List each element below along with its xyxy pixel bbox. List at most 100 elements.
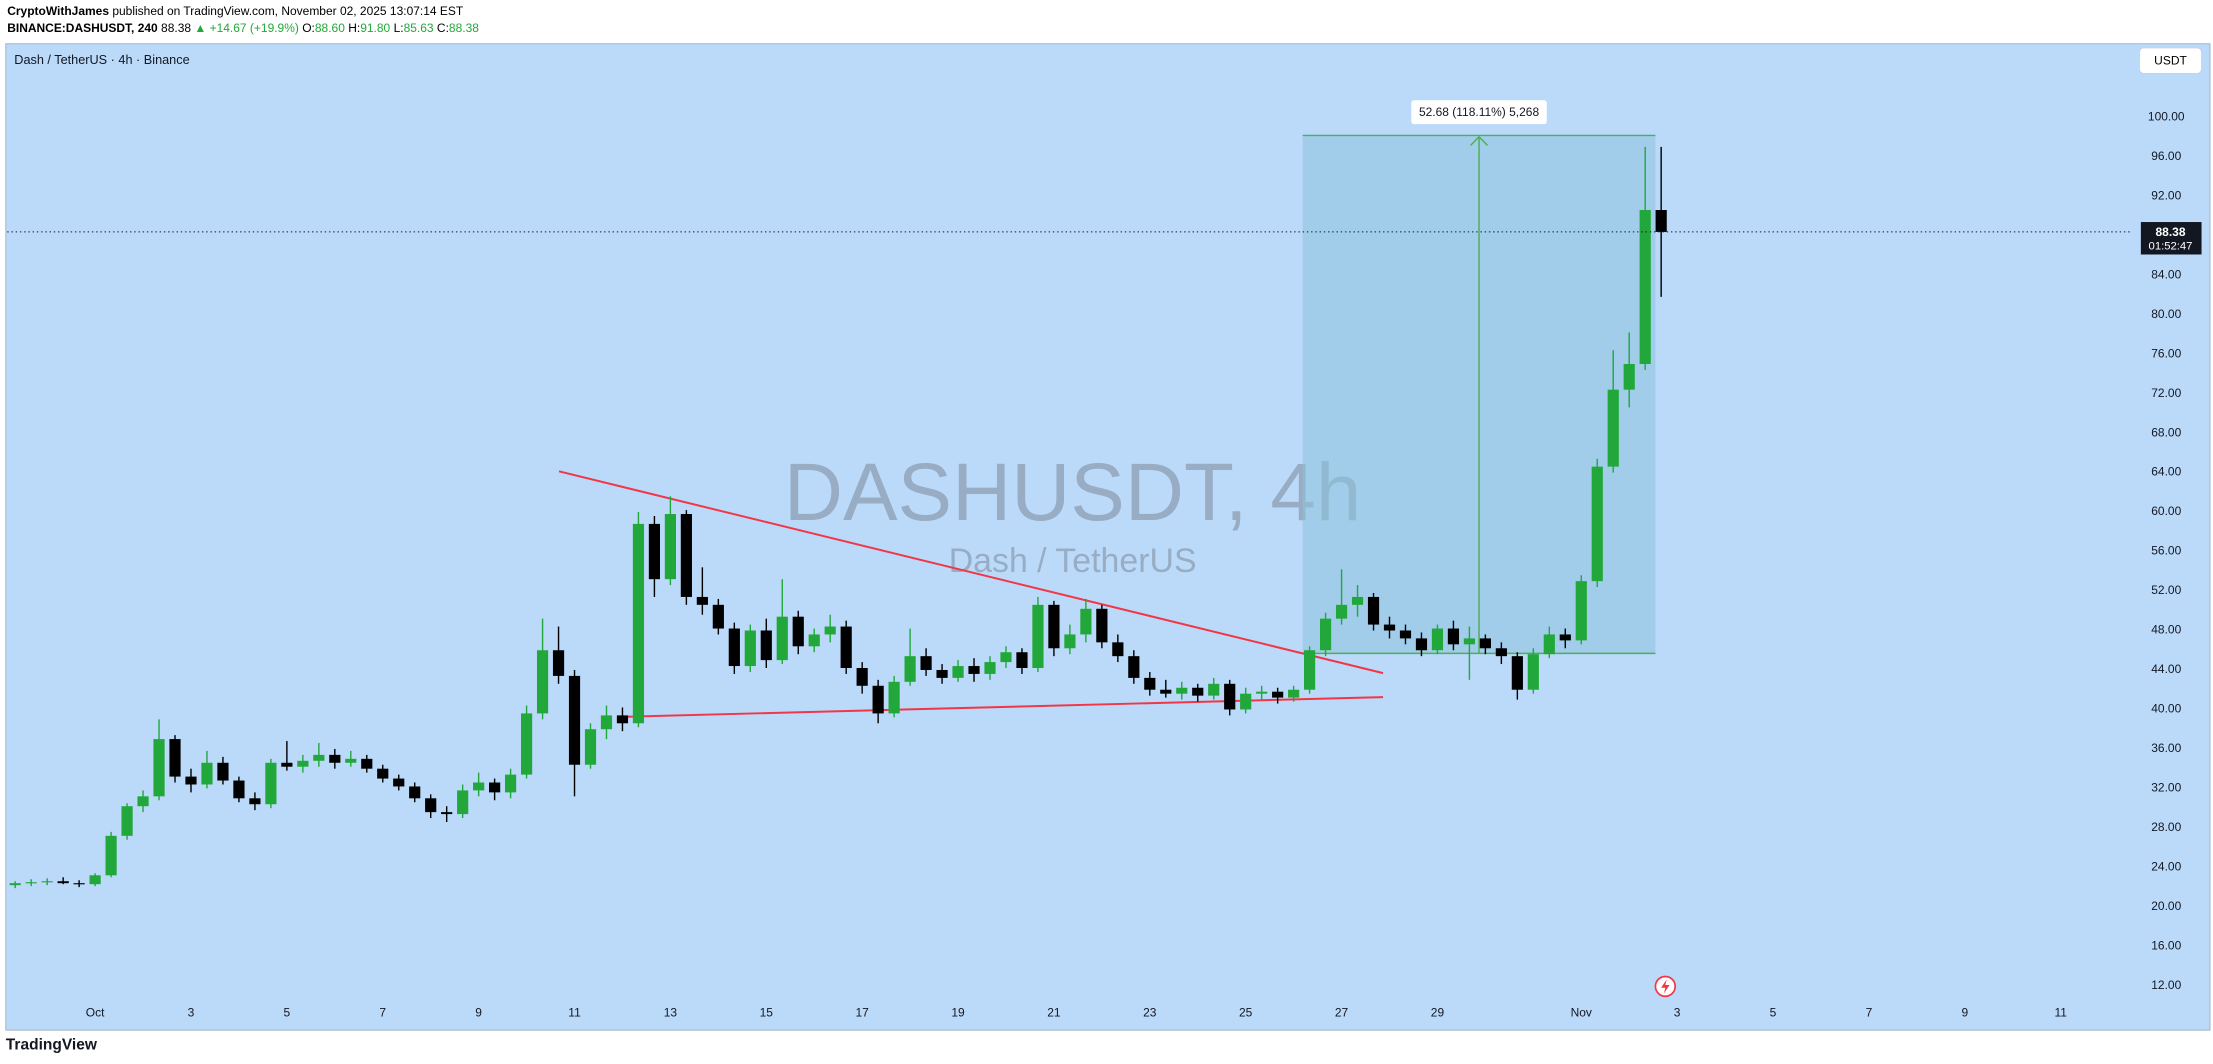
candle-body: [201, 762, 213, 785]
candle-body: [1304, 650, 1316, 690]
x-tick-label: 9: [1961, 1005, 1968, 1019]
x-tick-label: 11: [568, 1005, 581, 1019]
candle-body: [1415, 638, 1428, 651]
x-tick-label: 25: [1239, 1005, 1253, 1019]
axes: 12.00 16.00 20.00 24.00 28.00 32.00 36.00 40.00…: [86, 109, 2202, 1019]
candle-body: [1527, 654, 1539, 690]
symbol: BINANCE:DASHUSDT, 240: [7, 21, 158, 35]
y-tick-label: 12.00: [2151, 978, 2181, 992]
candle-body: [329, 754, 341, 763]
x-tick-label: 5: [284, 1005, 291, 1019]
candle-body: [1367, 596, 1380, 625]
alert-bolt: [1661, 979, 1670, 994]
candle-body: [824, 626, 836, 635]
candle-body: [600, 715, 613, 730]
y-tick-label: 52.00: [2151, 583, 2181, 597]
candle-body: [489, 782, 501, 793]
candle-body: [1623, 363, 1635, 390]
candle-body: [552, 650, 565, 676]
candle-body: [648, 523, 661, 580]
candle-body: [776, 616, 788, 661]
candle-body: [185, 776, 197, 785]
countdown-label: 01:52:47: [2149, 241, 2193, 253]
candle-body: [1096, 608, 1108, 643]
candle-body: [1112, 642, 1124, 657]
y-tick-label: 92.00: [2151, 188, 2181, 202]
currency-label: USDT: [2154, 54, 2187, 68]
candle-body: [1000, 652, 1012, 663]
footer-logo: TradingView: [6, 1037, 98, 1054]
y-tick-label: 80.00: [2151, 307, 2181, 321]
x-tick-label: 5: [1770, 1005, 1777, 1019]
x-tick-label: 27: [1335, 1005, 1349, 1019]
candle-body: [1208, 683, 1220, 696]
candle-body: [1447, 628, 1460, 645]
measure-label: 52.68 (118.11%) 5,268: [1419, 105, 1539, 119]
y-tick-label: 60.00: [2151, 504, 2181, 518]
y-tick-label: 72.00: [2151, 386, 2181, 400]
candle-body: [680, 514, 692, 597]
x-tick-label: 7: [379, 1005, 386, 1019]
candle-body: [952, 666, 964, 678]
candle-body: [25, 882, 37, 884]
candle-body: [1256, 691, 1268, 694]
measure-label-box: [1411, 100, 1547, 125]
candle-body: [792, 616, 804, 647]
candle-body: [393, 778, 405, 787]
watermark: DASHUSDT, 4h: [784, 447, 1362, 538]
candle-body: [520, 713, 533, 775]
candles: [7, 146, 2131, 889]
candle-body: [409, 786, 421, 799]
x-tick-label: 7: [1866, 1005, 1873, 1019]
candle-body: [1032, 604, 1044, 669]
candle-body: [1160, 689, 1172, 694]
candle-body: [1240, 693, 1252, 710]
x-tick-label: 17: [855, 1005, 869, 1019]
candle-body: [377, 768, 389, 779]
candle-body: [265, 762, 277, 805]
candle-body: [632, 523, 645, 724]
candle-body: [616, 715, 629, 724]
watermark-sub: Dash / TetherUS: [949, 542, 1197, 580]
candle-body: [1192, 687, 1204, 696]
l-value: 85.63: [404, 21, 434, 35]
candle-body: [1351, 596, 1364, 605]
chart-panel: [5, 43, 2211, 1031]
candle-body: [217, 762, 229, 781]
candle-body: [1511, 656, 1523, 690]
o-label: O:: [302, 21, 315, 35]
x-tick-label: 19: [951, 1005, 965, 1019]
header-line: CryptoWithJames published on TradingView…: [7, 4, 464, 18]
published: published on TradingView.com, November 0…: [112, 4, 464, 18]
candle-body: [505, 774, 517, 793]
candle-body: [984, 662, 996, 674]
candle-body: [1144, 677, 1156, 690]
candle-body: [1335, 604, 1348, 619]
candle-body: [89, 875, 101, 885]
candle-body: [1064, 634, 1076, 649]
candle-body: [281, 762, 293, 767]
candle-body: [568, 675, 581, 765]
y-tick-label: 56.00: [2151, 544, 2181, 558]
currency-button[interactable]: [2139, 47, 2202, 74]
y-tick-label: 20.00: [2151, 899, 2181, 913]
candle-body: [345, 758, 357, 763]
candle-body: [712, 604, 724, 629]
candle-body: [1591, 466, 1603, 582]
candle-body: [313, 754, 325, 761]
candle-body: [1016, 652, 1028, 669]
y-tick-label: 100.00: [2148, 109, 2185, 123]
candle-body: [1399, 630, 1412, 639]
chart-title: Dash / TetherUS · 4h · Binance: [14, 53, 189, 67]
change: ▲ +14.67 (+19.9%): [194, 21, 298, 35]
y-tick-label: 28.00: [2151, 820, 2181, 834]
candle-body: [808, 634, 820, 647]
candle-body: [153, 739, 165, 797]
candle-body: [1048, 604, 1060, 649]
author: CryptoWithJames: [7, 4, 109, 18]
candle-body: [73, 883, 85, 885]
candle-body: [584, 729, 597, 765]
x-tick-label: 15: [760, 1005, 774, 1019]
c-label: C:: [437, 21, 449, 35]
